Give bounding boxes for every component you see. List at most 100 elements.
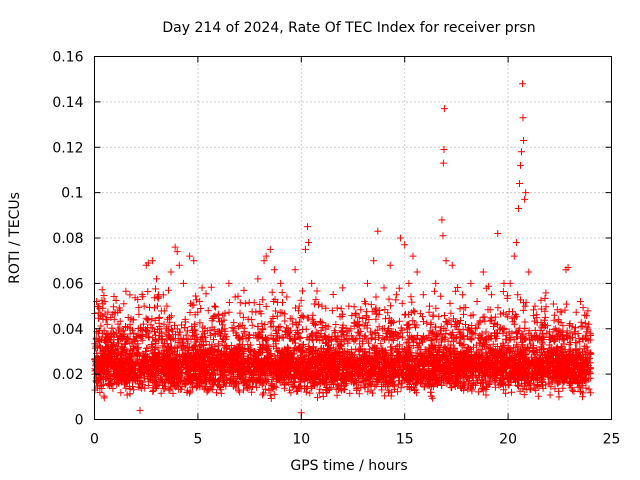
- data-point: [97, 311, 105, 319]
- data-point: [370, 257, 378, 265]
- data-point: [374, 227, 382, 235]
- data-point: [439, 159, 447, 167]
- data-point: [494, 229, 502, 237]
- data-point: [163, 302, 171, 310]
- data-point: [270, 266, 278, 274]
- axes: 0 0.02 0.04 0.06 0.08 0.1 0.12 0.14 0.16 0 5 10 15 20…: [52, 50, 620, 448]
- data-point: [301, 245, 309, 253]
- data-point: [248, 316, 256, 324]
- data-point: [179, 279, 187, 287]
- data-point: [219, 311, 227, 319]
- data-point: [148, 257, 156, 265]
- data-point: [380, 284, 388, 292]
- data-point: [419, 291, 427, 299]
- data-point: [305, 239, 313, 247]
- data-point: [254, 275, 262, 283]
- y-tick-label: 0.14: [52, 95, 83, 111]
- data-point: [291, 266, 299, 274]
- data-point: [308, 279, 316, 287]
- data-point: [153, 275, 161, 283]
- x-tick-label: 0: [90, 432, 99, 448]
- data-point: [438, 216, 446, 224]
- data-point: [103, 336, 111, 344]
- data-point: [564, 263, 572, 271]
- data-point: [109, 341, 117, 349]
- data-point: [283, 293, 291, 301]
- data-point: [155, 291, 163, 299]
- data-point: [518, 148, 526, 156]
- x-tick-label: 25: [603, 432, 621, 448]
- y-axis-label: ROTI / TECUs: [7, 192, 23, 284]
- x-tick-label: 10: [292, 432, 310, 448]
- data-point: [355, 313, 363, 321]
- data-point: [198, 284, 206, 292]
- data-point: [239, 313, 247, 321]
- grid-layer: [94, 56, 612, 420]
- data-point: [473, 298, 481, 306]
- data-point: [318, 302, 326, 310]
- data-point: [392, 291, 400, 299]
- data-point: [515, 180, 523, 188]
- data-point: [173, 248, 181, 256]
- data-point: [409, 252, 417, 260]
- data-point: [277, 279, 285, 287]
- dense-point-cloud: [91, 282, 595, 402]
- data-point: [190, 257, 198, 265]
- data-point: [136, 406, 144, 414]
- data-point: [552, 325, 560, 333]
- data-point: [585, 320, 593, 328]
- data-point: [260, 257, 268, 265]
- data-point: [405, 279, 413, 287]
- data-point: [397, 234, 405, 242]
- data-point: [519, 80, 527, 88]
- y-tick-label: 0.04: [52, 322, 83, 338]
- data-points: [91, 80, 595, 417]
- data-point: [413, 268, 421, 276]
- data-point: [448, 261, 456, 269]
- data-point: [266, 245, 274, 253]
- data-point: [520, 136, 528, 144]
- y-tick-label: 0.02: [52, 367, 83, 383]
- data-point: [479, 268, 487, 276]
- data-point: [525, 268, 533, 276]
- data-point: [442, 257, 450, 265]
- data-point: [186, 252, 194, 260]
- x-tick-label: 20: [499, 432, 517, 448]
- data-point: [467, 279, 475, 287]
- data-point: [210, 302, 218, 310]
- data-point: [439, 232, 447, 240]
- data-point: [432, 279, 440, 287]
- data-point: [517, 161, 525, 169]
- data-point: [488, 291, 496, 299]
- data-point: [262, 252, 270, 260]
- data-point: [231, 293, 239, 301]
- data-point: [510, 252, 518, 260]
- data-point: [204, 307, 212, 315]
- data-point: [519, 114, 527, 122]
- data-point: [531, 302, 539, 310]
- y-tick-label: 0.06: [52, 276, 83, 292]
- data-point: [339, 284, 347, 292]
- data-point: [512, 239, 520, 247]
- data-point: [386, 261, 394, 269]
- data-point: [440, 105, 448, 113]
- data-point: [500, 279, 508, 287]
- y-tick-label: 0: [75, 413, 84, 429]
- data-point: [167, 268, 175, 276]
- data-point: [506, 279, 514, 287]
- data-point: [122, 322, 130, 330]
- data-point: [576, 298, 584, 306]
- data-point: [440, 146, 448, 154]
- y-tick-label: 0.16: [52, 50, 83, 66]
- data-point: [175, 261, 183, 269]
- x-tick-label: 15: [396, 432, 414, 448]
- data-point: [144, 259, 152, 267]
- data-point: [345, 302, 353, 310]
- data-point: [426, 302, 434, 310]
- data-point: [99, 300, 107, 308]
- x-tick-label: 5: [193, 432, 202, 448]
- data-point: [117, 334, 125, 342]
- y-tick-label: 0.12: [52, 140, 83, 156]
- data-point: [459, 291, 467, 299]
